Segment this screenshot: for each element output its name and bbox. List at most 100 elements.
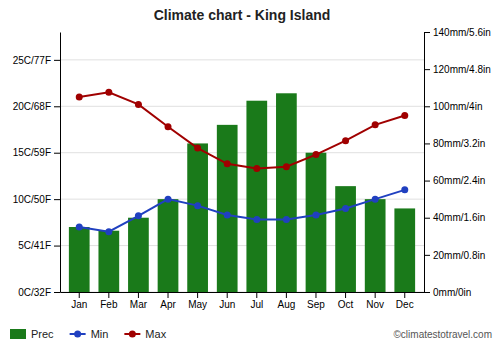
tick-label: 80mm/3.2in <box>433 138 485 149</box>
point <box>135 101 142 108</box>
axis-line <box>60 33 61 293</box>
tick-label: 100mm/4in <box>433 101 482 112</box>
point <box>194 145 201 152</box>
plot-area: 0C/32F 5C/41F 10C/50F 15C/59F 20C/68F 25C/77F… <box>13 27 491 310</box>
bar <box>246 101 267 292</box>
tick-label: 5C/41F <box>18 240 51 251</box>
tick-mark <box>256 292 257 298</box>
bar <box>69 227 90 292</box>
tick-mark <box>227 292 228 298</box>
tick: 120mm/4.8in <box>424 64 491 75</box>
tick: 0C/32F <box>18 287 60 298</box>
tick-mark <box>424 106 430 107</box>
legend-item: Min <box>70 328 109 340</box>
point <box>342 205 349 212</box>
tick-mark <box>54 153 60 154</box>
point <box>165 123 172 130</box>
tick-label: Mar <box>130 299 148 310</box>
legend-marker <box>74 331 81 338</box>
tick: Oct <box>338 292 354 310</box>
tick: 40mm/1.6in <box>424 212 485 223</box>
tick: Mar <box>130 292 148 310</box>
legend-label: Max <box>145 328 166 340</box>
tick-label: Feb <box>100 299 118 310</box>
point <box>253 216 260 223</box>
line-series <box>76 186 409 235</box>
point <box>135 212 142 219</box>
grid <box>60 60 424 292</box>
tick-label: Sep <box>307 299 325 310</box>
bar <box>187 143 208 292</box>
tick: 100mm/4in <box>424 101 482 112</box>
tick-label: 140mm/5.6in <box>433 27 491 38</box>
tick-mark <box>345 292 346 298</box>
point <box>105 228 112 235</box>
bar <box>365 199 386 292</box>
tick-label: Jun <box>219 299 235 310</box>
tick-mark <box>424 255 430 256</box>
tick-mark <box>286 292 287 298</box>
point <box>401 112 408 119</box>
tick: Dec <box>396 292 414 310</box>
legend-item: Max <box>124 328 166 340</box>
legend-swatch <box>10 329 26 339</box>
tick: Feb <box>100 292 118 310</box>
tick-mark <box>424 292 430 293</box>
bar <box>217 125 238 292</box>
point <box>372 121 379 128</box>
grid-line <box>60 152 424 153</box>
tick: 5C/41F <box>18 240 60 251</box>
tick-mark <box>375 292 376 298</box>
tick-label: 120mm/4.8in <box>433 64 491 75</box>
axis-line <box>61 292 425 293</box>
bar <box>306 153 327 292</box>
tick: Nov <box>366 292 384 310</box>
tick-mark <box>424 181 430 182</box>
grid-line <box>60 106 424 107</box>
point <box>224 160 231 167</box>
tick-label: Oct <box>338 299 354 310</box>
bar <box>158 199 179 292</box>
tick-label: 40mm/1.6in <box>433 212 485 223</box>
tick: 10C/50F <box>13 194 60 205</box>
line <box>79 190 405 232</box>
tick: 0mm/0in <box>424 287 471 298</box>
point <box>224 211 231 218</box>
tick-mark <box>108 292 109 298</box>
point <box>342 137 349 144</box>
legend-label: Prec <box>31 328 54 340</box>
point <box>312 211 319 218</box>
tick-label: 25C/77F <box>13 55 51 66</box>
tick: 20mm/0.8in <box>424 250 485 261</box>
tick-label: 10C/50F <box>13 194 51 205</box>
grid-line <box>60 59 424 60</box>
tick-mark <box>315 292 316 298</box>
tick-mark <box>138 292 139 298</box>
point <box>401 186 408 193</box>
annotation: ©climatestotravel.com <box>393 329 492 340</box>
point <box>165 196 172 203</box>
tick: Sep <box>307 292 325 310</box>
title: Climate chart - King Island <box>154 7 331 23</box>
point <box>283 163 290 170</box>
tick: 25C/77F <box>13 55 60 66</box>
y2-axis: 0mm/0in 20mm/0.8in 40mm/1.6in 60mm/2.4in 80m… <box>424 27 491 298</box>
point <box>105 89 112 96</box>
tick-label: Jul <box>250 299 263 310</box>
point <box>283 216 290 223</box>
tick: 15C/59F <box>13 147 60 158</box>
tick: 20C/68F <box>13 101 60 112</box>
tick-label: 0C/32F <box>18 287 51 298</box>
tick: Jun <box>219 292 235 310</box>
tick: 80mm/3.2in <box>424 138 485 149</box>
point <box>253 165 260 172</box>
tick-mark <box>424 32 430 33</box>
tick-label: Jan <box>71 299 87 310</box>
tick: 60mm/2.4in <box>424 175 485 186</box>
tick-mark <box>54 199 60 200</box>
tick: Jul <box>250 292 263 310</box>
bar <box>276 93 297 292</box>
tick-label: 20C/68F <box>13 101 51 112</box>
chart: 0C/32F 5C/41F 10C/50F 15C/59F 20C/68F 25C/77F… <box>0 0 500 350</box>
legend-item: Prec <box>10 328 54 340</box>
